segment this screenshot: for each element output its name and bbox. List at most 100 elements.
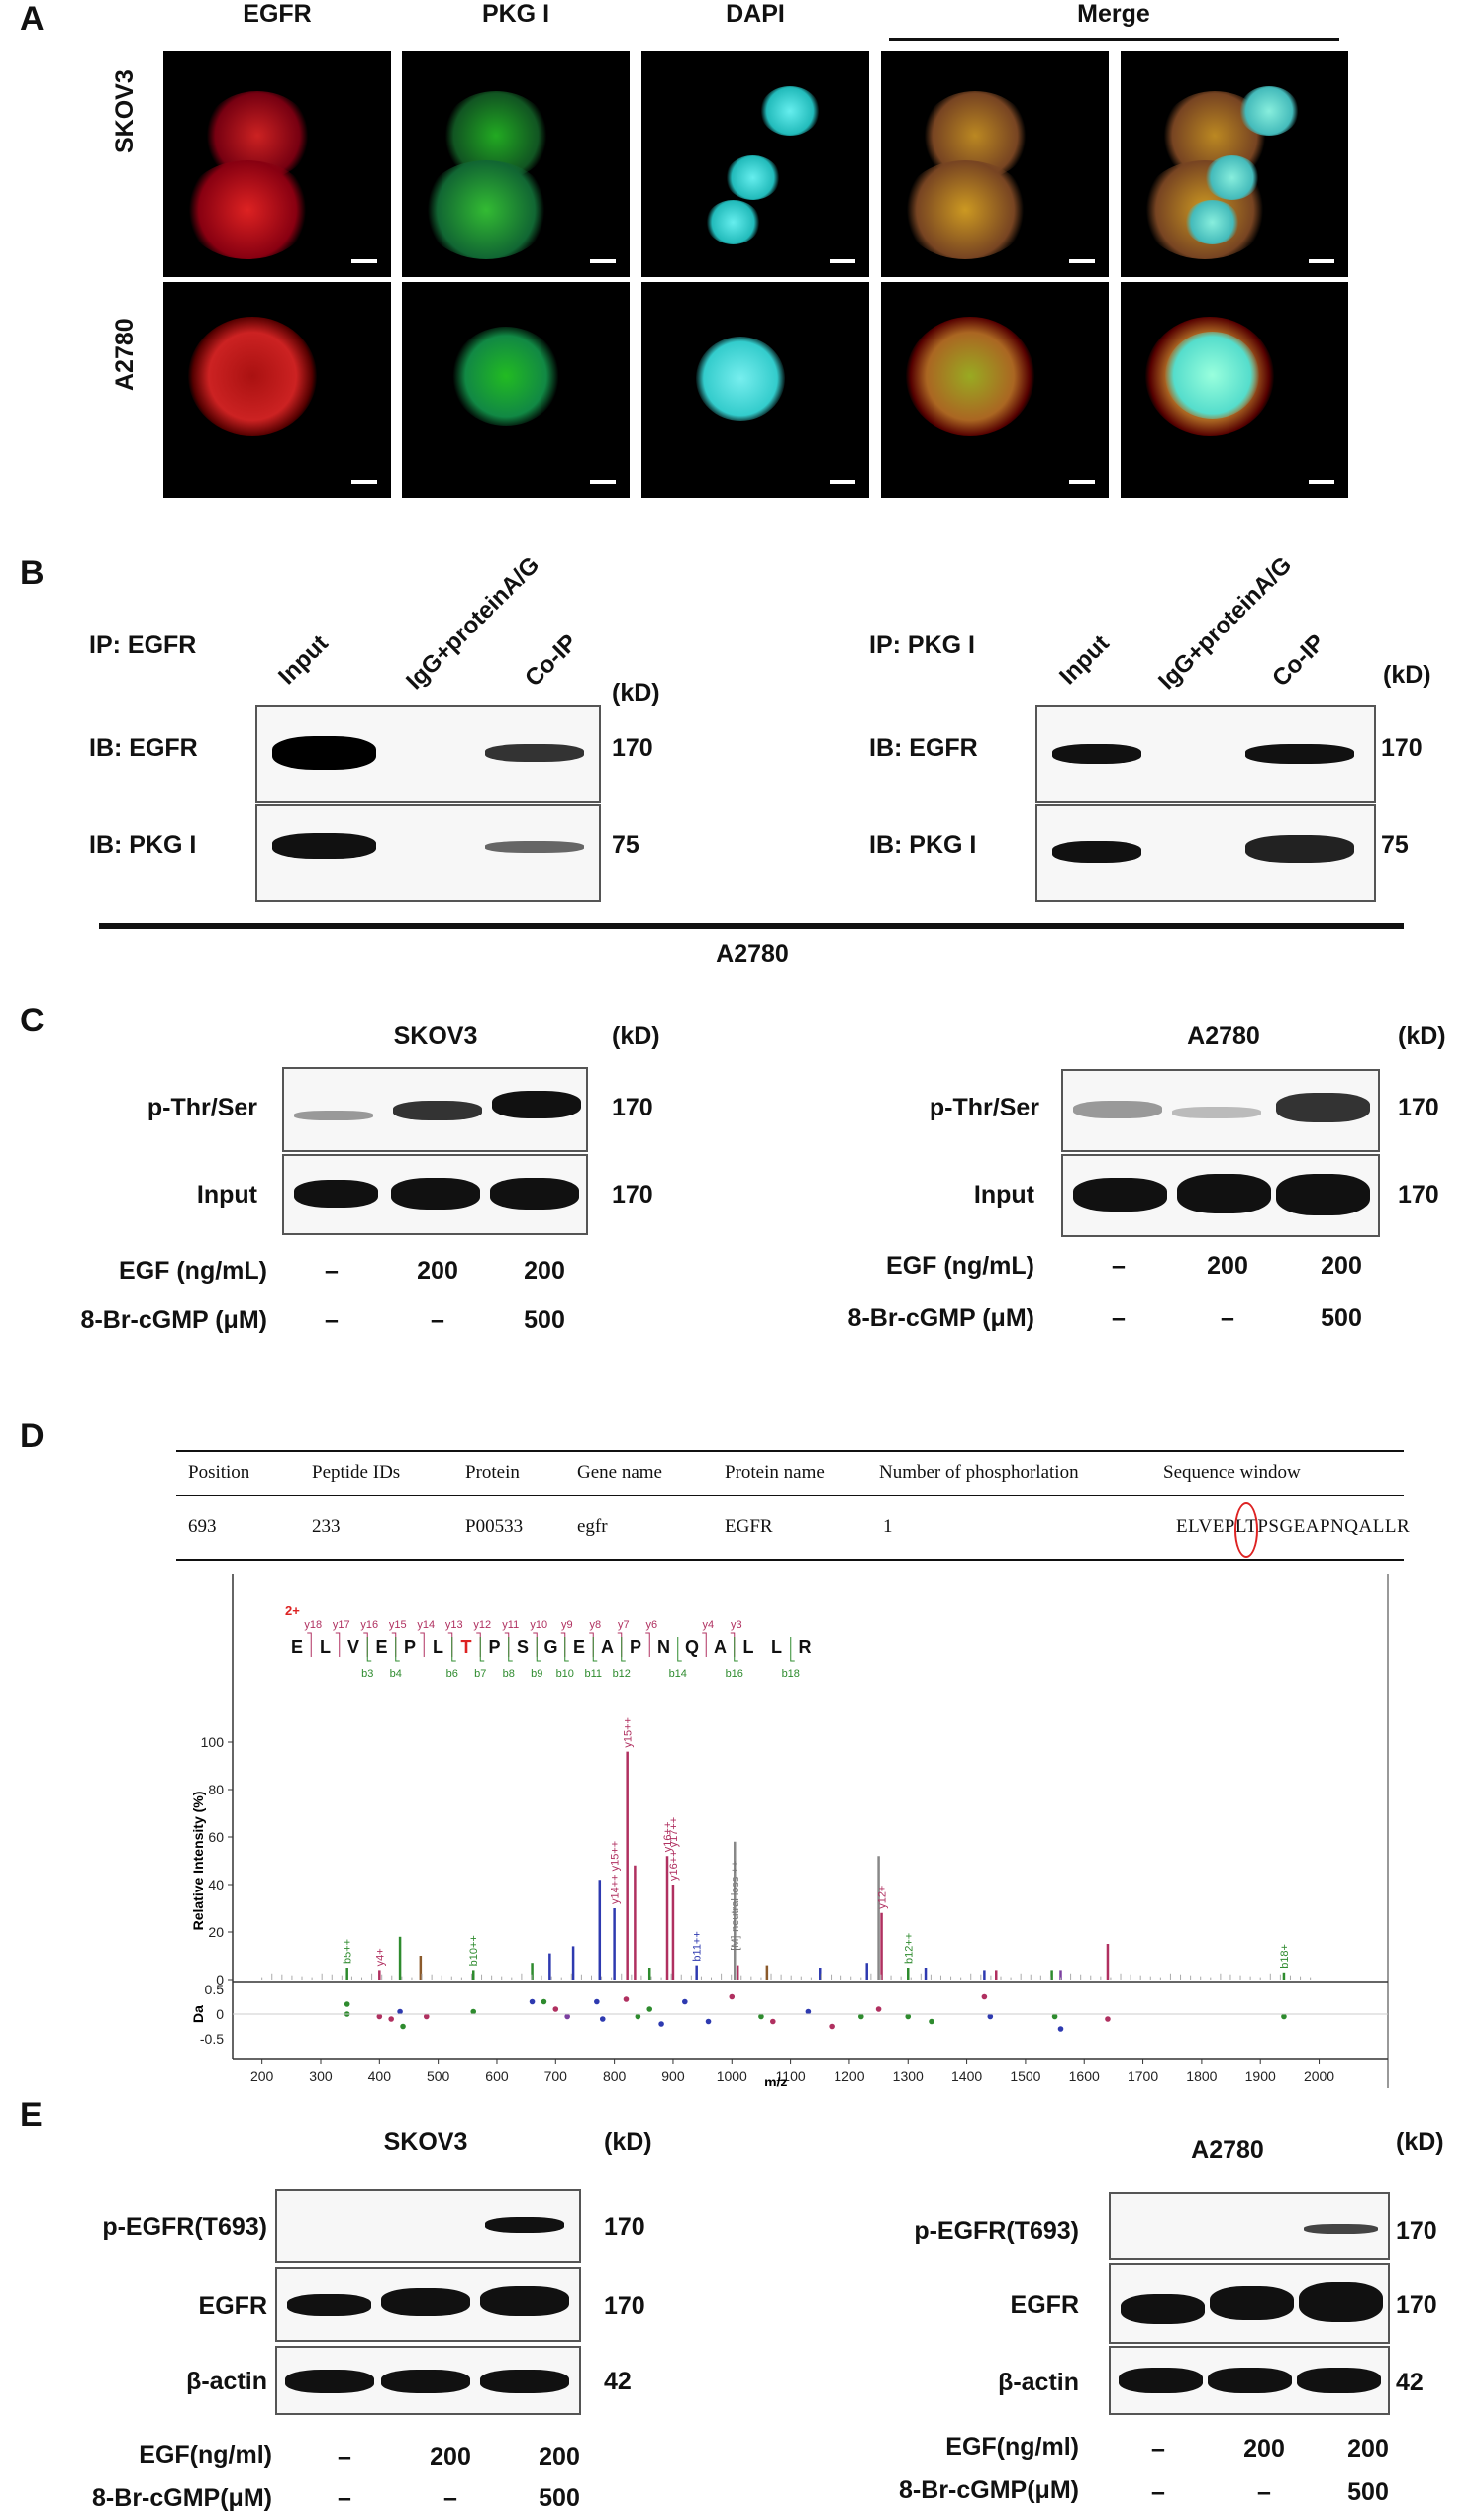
y-ion-bracket xyxy=(504,1632,510,1657)
peak-label: y16++ xyxy=(662,1822,674,1853)
x-tick-label: 1500 xyxy=(1010,2068,1040,2084)
error-point xyxy=(541,1998,547,2005)
treat-val: – xyxy=(1221,1305,1234,1332)
x-tick-label: 1200 xyxy=(834,2068,864,2084)
mw-label: 170 xyxy=(1396,2217,1437,2245)
kd-label: (kD) xyxy=(612,679,660,707)
sequence-residue: A xyxy=(714,1637,727,1657)
peak-label: b11++ xyxy=(692,1931,704,1961)
scale-bar xyxy=(590,480,616,484)
treat-val: – xyxy=(443,2484,457,2512)
peak-label: b12++ xyxy=(903,1933,915,1964)
mw-label: 170 xyxy=(612,1181,653,1209)
peak-label: y4+ xyxy=(374,1948,386,1966)
ip-pkg-label: IP: PKG I xyxy=(869,631,975,659)
panel-a-label: A xyxy=(20,0,45,38)
error-tick-label: 0.5 xyxy=(205,1982,225,1997)
peak-label: b5++ xyxy=(343,1939,354,1964)
lane-input: Input xyxy=(273,630,334,691)
row-label: Input xyxy=(196,1181,257,1209)
y-ion-label: y3 xyxy=(731,1619,742,1631)
x-tick-label: 400 xyxy=(368,2068,392,2084)
error-point xyxy=(987,2013,994,2020)
blot-ip-egfr-ib-egfr xyxy=(255,705,601,803)
error-axis-label: Da xyxy=(190,2005,206,2023)
col-label-egfr: EGFR xyxy=(243,0,312,28)
error-point xyxy=(805,2008,812,2015)
peak-label: y12+ xyxy=(877,1886,889,1909)
peak-label: y15++ xyxy=(623,1717,635,1748)
treat-val: 200 xyxy=(1243,2435,1285,2463)
treat-cgmp-label: 8-Br-cGMP(μM) xyxy=(899,2476,1079,2504)
peak-label: y14++ y15++ xyxy=(610,1841,622,1904)
error-point xyxy=(729,1993,736,2000)
table-cell: 233 xyxy=(312,1516,341,1537)
sequence-residue: S xyxy=(517,1637,529,1657)
blot-egfr xyxy=(1109,2263,1390,2344)
error-point xyxy=(829,2023,835,2030)
scale-bar xyxy=(830,259,855,263)
error-point xyxy=(905,2013,912,2020)
b-ion-bracket xyxy=(564,1637,569,1662)
y-ion-label: y18 xyxy=(304,1619,322,1631)
sequence-residue: L xyxy=(743,1637,754,1657)
error-points-group xyxy=(344,1993,1287,2032)
micrograph-skov3-dapi xyxy=(641,51,869,277)
blot-ip-pkg-ib-egfr xyxy=(1035,705,1376,803)
y-ion-bracket xyxy=(730,1632,736,1657)
sequence-window: ELVEPLTPSGEAPNQALLR xyxy=(1176,1516,1411,1537)
micrograph-a2780-egfr xyxy=(163,282,391,498)
blot-p-egfr xyxy=(275,2189,581,2263)
y-ion-label: y17 xyxy=(333,1619,350,1631)
b-ion-bracket xyxy=(536,1637,541,1662)
charge-label: 2+ xyxy=(285,1603,300,1618)
table-rule-top xyxy=(176,1450,1404,1452)
y-ion-bracket xyxy=(645,1632,650,1657)
mw-label: 170 xyxy=(1398,1181,1439,1209)
treat-val: 200 xyxy=(1321,1252,1362,1280)
blot-input xyxy=(282,1154,588,1235)
x-tick-label: 300 xyxy=(309,2068,333,2084)
row-label: p-Thr/Ser xyxy=(929,1094,1039,1121)
panel-c-label: C xyxy=(20,1002,45,1039)
treat-egf-label: EGF(ng/ml) xyxy=(139,2441,272,2469)
error-tick-label: 0 xyxy=(216,2006,224,2022)
y-ion-bracket xyxy=(391,1632,397,1657)
mw-label: 170 xyxy=(604,2292,645,2320)
micrograph-a2780-merge-2 xyxy=(1121,282,1348,498)
blot-title: A2780 xyxy=(1191,2136,1264,2164)
treat-val: – xyxy=(1112,1252,1126,1280)
b-ion-bracket xyxy=(621,1637,626,1662)
treat-val: – xyxy=(1151,2478,1165,2506)
error-point xyxy=(1105,2016,1111,2022)
table-header: Sequence window xyxy=(1163,1462,1301,1483)
mw-label: 75 xyxy=(612,831,639,859)
error-point xyxy=(529,1998,536,2005)
x-tick-label: 900 xyxy=(661,2068,685,2084)
row-label: p-EGFR(T693) xyxy=(914,2217,1079,2245)
error-point xyxy=(635,2013,641,2020)
lane-coip: Co-IP xyxy=(520,629,583,693)
b-ion-label: b4 xyxy=(390,1668,402,1680)
treat-val: 200 xyxy=(524,1257,565,1285)
kd-label: (kD) xyxy=(612,1022,660,1050)
error-point xyxy=(388,2016,394,2022)
sequence-residue: G xyxy=(543,1637,557,1657)
y-ion-label: y15 xyxy=(389,1619,407,1631)
error-tick-label: -0.5 xyxy=(200,2031,224,2047)
row-label-skov3: SKOV3 xyxy=(111,69,139,153)
kd-label: (kD) xyxy=(1383,661,1431,689)
x-tick-label: 500 xyxy=(427,2068,450,2084)
ib-pkg-label: IB: PKG I xyxy=(869,831,977,859)
treat-val: – xyxy=(338,2484,351,2512)
x-tick-label: 1100 xyxy=(776,2068,806,2084)
kd-label: (kD) xyxy=(1396,2128,1444,2156)
y-ion-label: y16 xyxy=(360,1619,378,1631)
sequence-residue: E xyxy=(291,1637,303,1657)
scale-bar xyxy=(830,480,855,484)
treat-val: – xyxy=(338,2443,351,2471)
sequence-residue: Q xyxy=(685,1637,699,1657)
ib-egfr-label: IB: EGFR xyxy=(89,734,198,762)
treat-val: 200 xyxy=(1207,1252,1248,1280)
panel-e-label: E xyxy=(20,2096,43,2134)
